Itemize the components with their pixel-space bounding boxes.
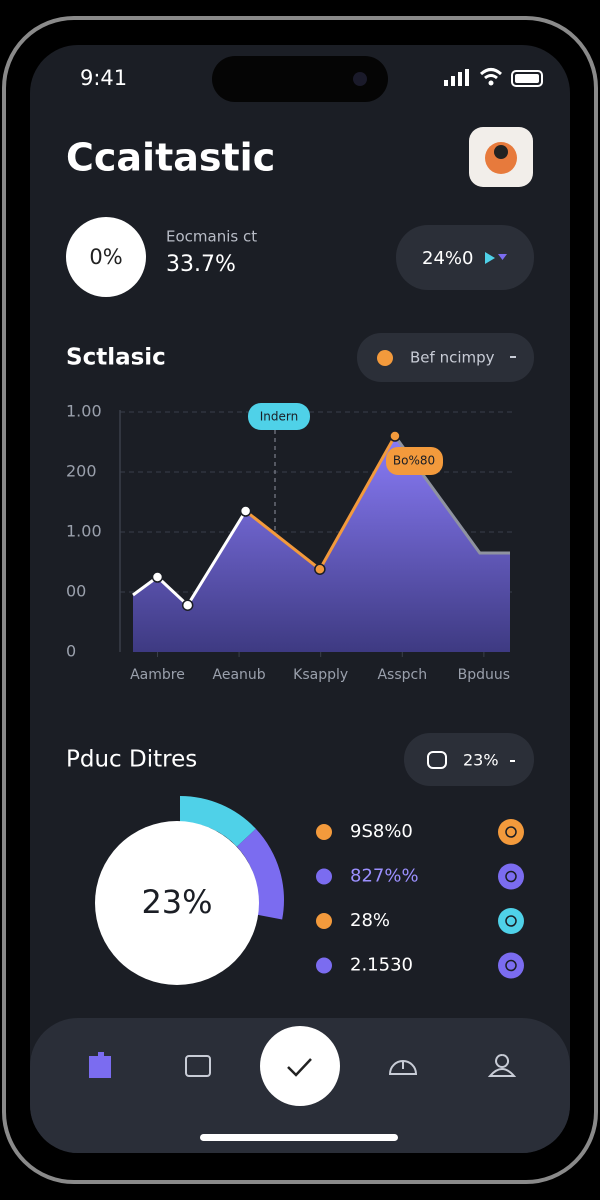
- legend-icon: [498, 819, 524, 845]
- donut-center: [95, 821, 259, 985]
- pill-play: [485, 252, 495, 264]
- home-indicator: [200, 1134, 398, 1141]
- section-title: Pduc Ditres: [66, 747, 197, 773]
- donut-center-label: 23%: [141, 883, 212, 921]
- dropdown[interactable]: [404, 733, 534, 786]
- y-tick-label: 1.00: [66, 402, 102, 421]
- tab-gauge[interactable]: [388, 1060, 418, 1075]
- line-segment: [132, 510, 247, 608]
- legend: 9S8%0 827%% 28% 2.1530: [316, 819, 524, 979]
- legend-dot: [316, 957, 332, 974]
- legend-icon-glyph: [505, 826, 517, 838]
- status-time: 9:41: [80, 66, 127, 90]
- tooltip-text: Bo%80: [393, 454, 435, 468]
- legend-label: 2.1530: [350, 955, 413, 976]
- point: [314, 563, 326, 575]
- legend-dot: [316, 868, 332, 885]
- legend-icon: [498, 863, 524, 890]
- tooltip: [386, 447, 443, 475]
- summary-value: 33.7%: [166, 252, 236, 277]
- legend-label: 28%: [350, 910, 390, 931]
- legend-icon-glyph: [505, 870, 517, 883]
- legend-icon-glyph: [505, 915, 517, 927]
- tab-home[interactable]: [89, 1052, 111, 1078]
- dropdown[interactable]: [357, 333, 534, 382]
- point: [151, 571, 164, 583]
- dynamic-island: [212, 56, 388, 102]
- point: [181, 599, 194, 611]
- area: [133, 436, 510, 652]
- legend-icon: [498, 952, 524, 979]
- y-tick-label: 0: [66, 642, 76, 661]
- camera: [353, 72, 367, 86]
- avatar-head: [494, 145, 508, 159]
- x-tick-label: Aambre: [130, 667, 185, 683]
- phone-frame: [2, 16, 598, 1184]
- section-title: Sctlasic: [66, 345, 166, 371]
- legend-icon: [498, 908, 524, 934]
- y-tick-label: 200: [66, 462, 97, 481]
- point: [239, 505, 252, 517]
- donut-segment: [180, 796, 256, 847]
- x-tick-label: Asspch: [377, 667, 427, 683]
- status-icons: [444, 68, 543, 87]
- tab-center[interactable]: [260, 1026, 340, 1106]
- pill[interactable]: [396, 225, 534, 290]
- x-tick-label: Aeanub: [213, 667, 266, 683]
- y-tick-label: 1.00: [66, 522, 102, 541]
- pill-caret: [498, 254, 507, 260]
- badge-text: 0%: [89, 245, 122, 269]
- legend-dot: [316, 913, 332, 929]
- x-tick-label: Bpduus: [458, 667, 510, 683]
- y-tick-label: 00: [66, 582, 86, 601]
- summary-label: Eocmanis ct: [166, 228, 257, 246]
- donut-chart: 23%: [95, 796, 284, 985]
- dropdown-text: Bef ncimpy: [410, 349, 495, 367]
- badge-circle: [66, 217, 146, 297]
- dropdown-dot: [377, 350, 393, 366]
- tab-cards[interactable]: [185, 1055, 211, 1077]
- pill-text: 24%0: [422, 248, 473, 269]
- legend-icon-glyph: [505, 959, 517, 972]
- tab-profile[interactable]: [487, 1054, 517, 1077]
- legend-label: 9S8%0: [350, 821, 413, 842]
- donut-segment: [236, 828, 284, 920]
- dropdown-text: 23%: [463, 751, 499, 770]
- point: [389, 430, 401, 442]
- tooltip: [248, 403, 310, 430]
- app-title: Ccaitastic: [66, 136, 275, 180]
- dropdown-icon: [427, 751, 447, 769]
- legend-label: 827%%: [350, 866, 419, 887]
- x-tick-label: Ksapply: [293, 667, 348, 683]
- tooltip-text: Indern: [260, 410, 298, 424]
- legend-dot: [316, 824, 332, 840]
- tab-check: [287, 1058, 312, 1077]
